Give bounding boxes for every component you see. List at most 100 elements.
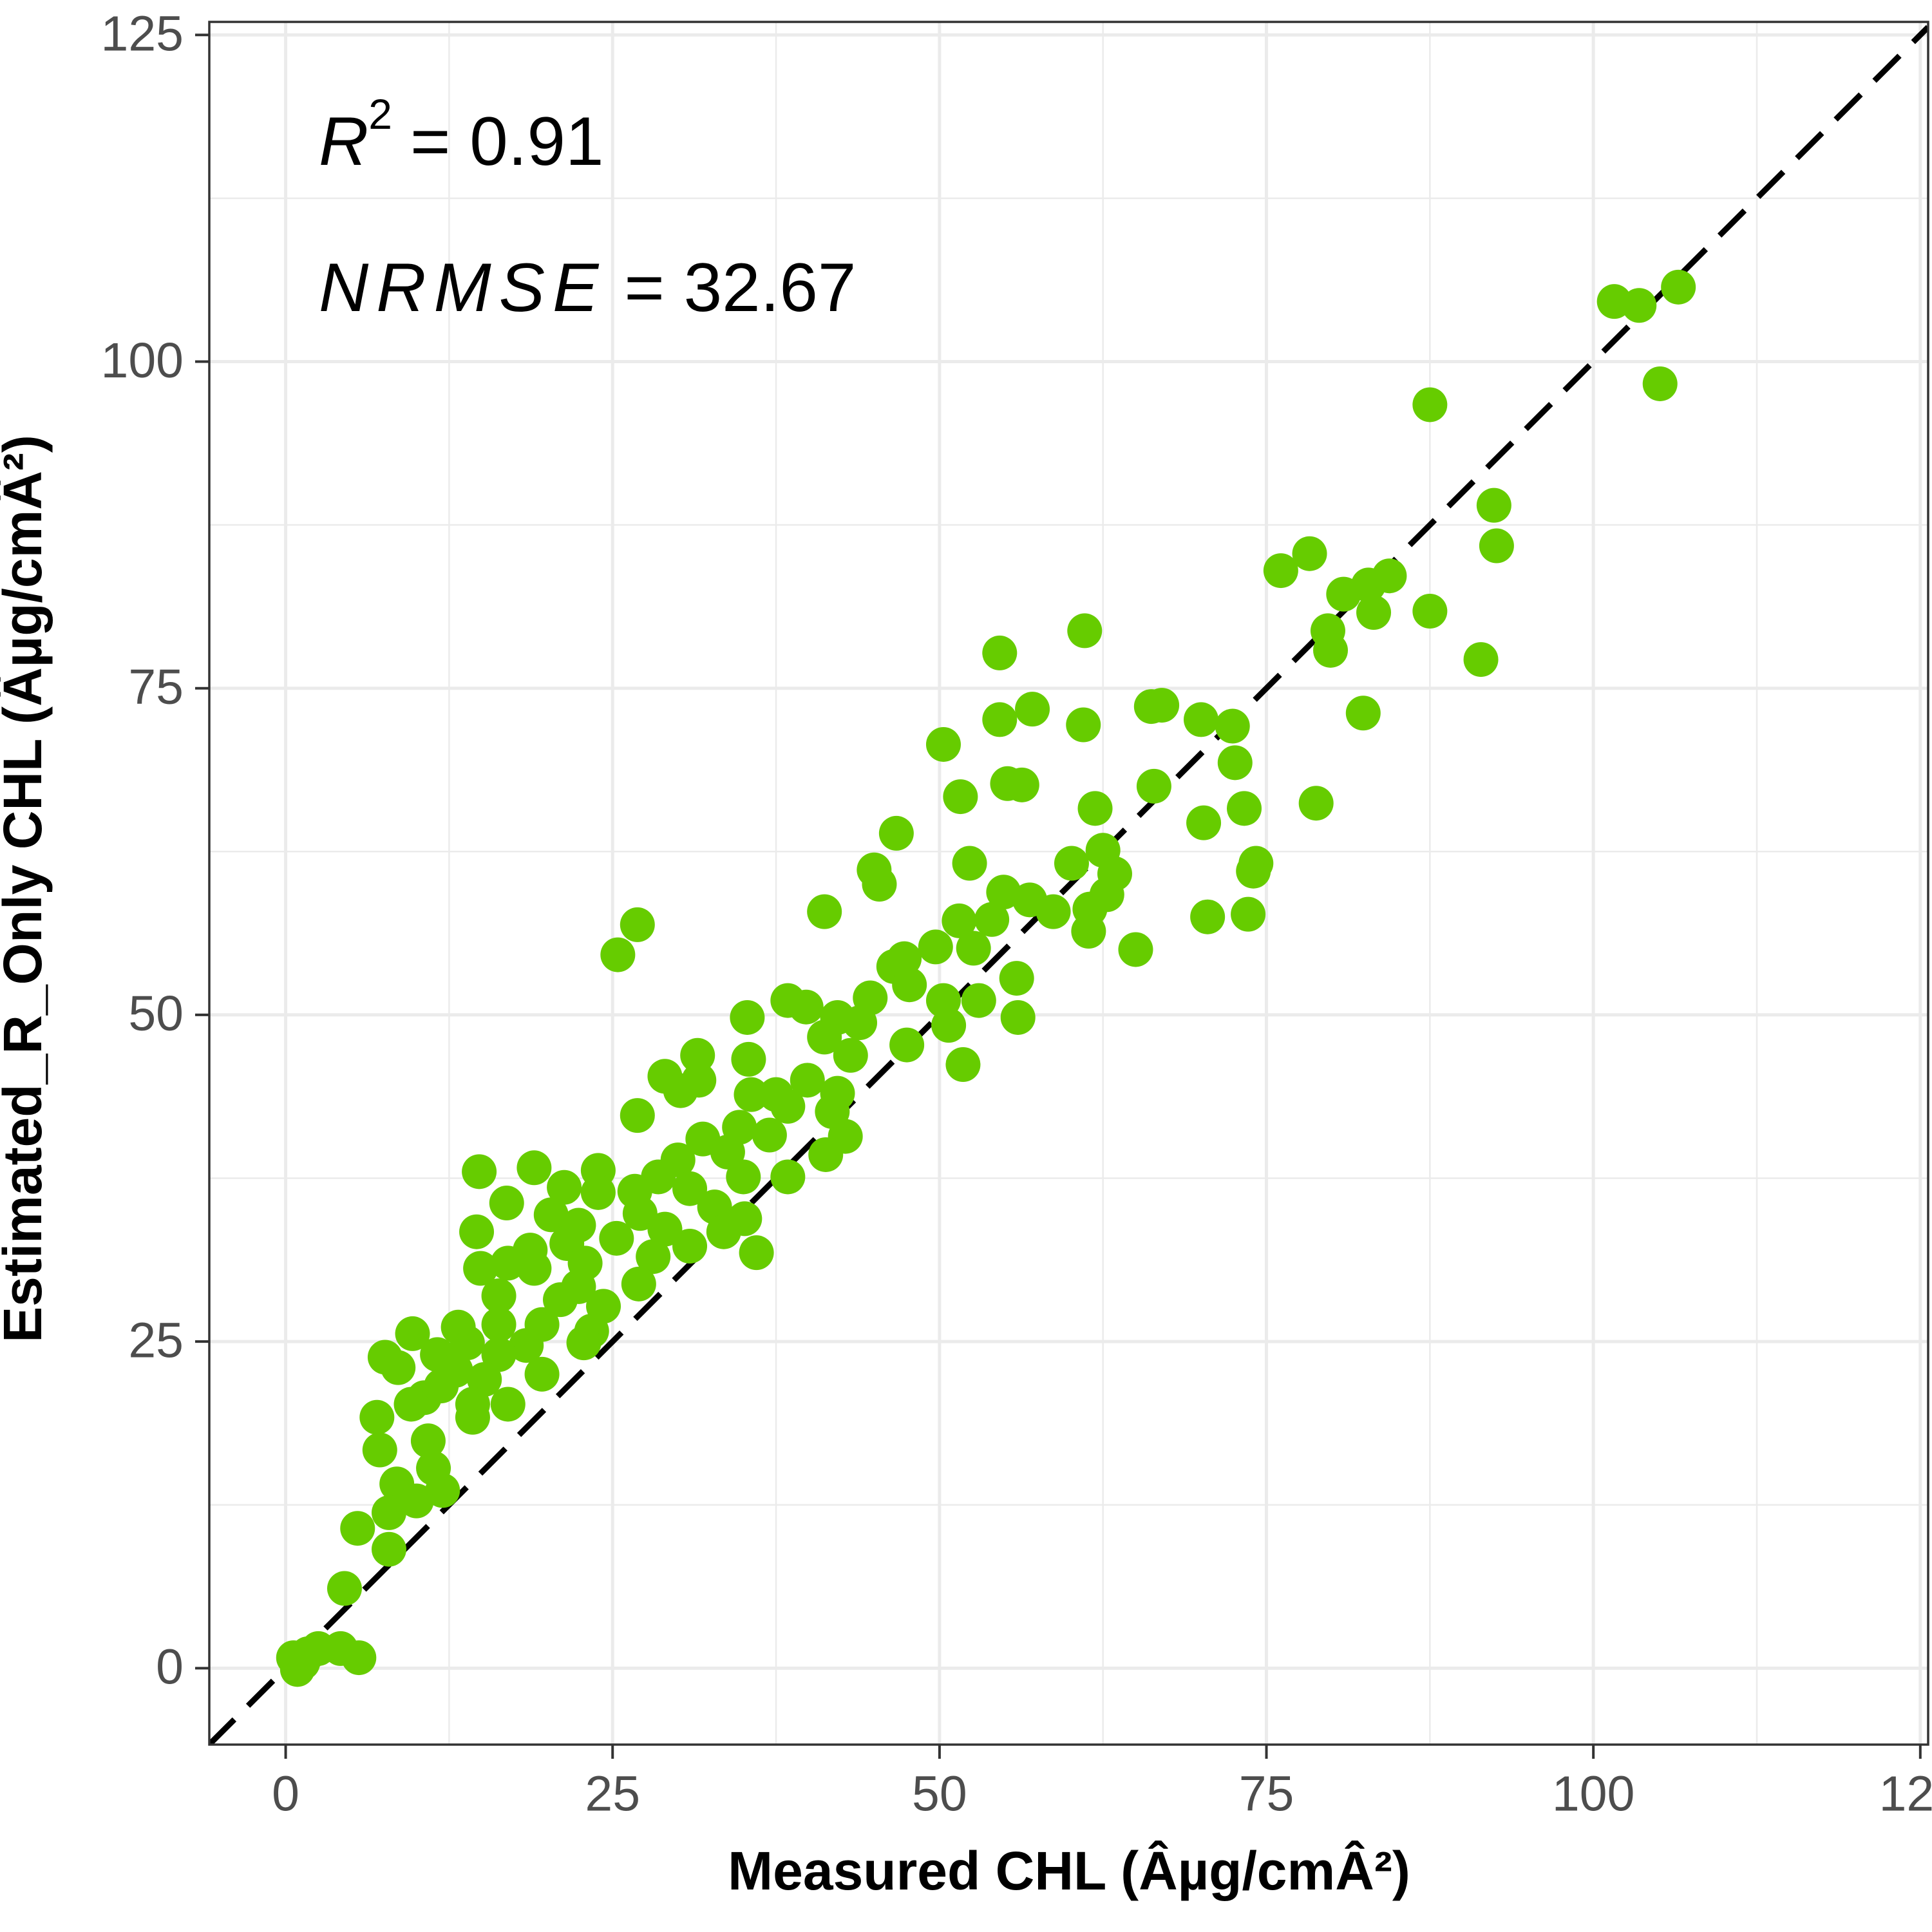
point xyxy=(372,1531,407,1567)
point xyxy=(450,1325,485,1361)
point xyxy=(663,1073,698,1108)
point xyxy=(425,1473,460,1508)
point xyxy=(770,1159,806,1195)
point xyxy=(341,1640,377,1676)
point xyxy=(600,937,636,972)
point xyxy=(1015,692,1050,727)
point xyxy=(463,1251,498,1286)
point xyxy=(1036,894,1071,929)
point xyxy=(952,846,987,881)
point xyxy=(974,902,1010,937)
point xyxy=(285,1645,320,1681)
y-tick-label: 50 xyxy=(128,986,184,1041)
point xyxy=(1263,553,1298,589)
point xyxy=(1186,805,1222,840)
point xyxy=(878,815,914,851)
point xyxy=(1412,593,1448,629)
plot-area xyxy=(209,24,1928,1745)
point xyxy=(533,1197,569,1233)
y-tick-label: 0 xyxy=(156,1640,184,1695)
point xyxy=(931,1008,967,1043)
x-tick-label: 100 xyxy=(1552,1766,1634,1821)
point xyxy=(726,1159,761,1195)
point xyxy=(327,1571,362,1606)
point xyxy=(739,1235,774,1271)
x-axis-title: Measured CHL (Âµg/cmÂ²) xyxy=(728,1841,1410,1901)
point xyxy=(1054,846,1089,881)
point xyxy=(1479,528,1514,564)
point xyxy=(862,867,897,902)
point xyxy=(621,1266,656,1302)
point xyxy=(1066,707,1101,743)
point xyxy=(1298,786,1334,821)
point xyxy=(1661,269,1696,305)
point xyxy=(1227,791,1262,826)
point xyxy=(706,1214,741,1249)
point xyxy=(381,1350,416,1385)
point xyxy=(1217,745,1253,781)
point xyxy=(489,1186,524,1221)
point xyxy=(734,1077,769,1112)
point xyxy=(399,1483,434,1519)
point xyxy=(372,1495,407,1530)
point xyxy=(982,635,1018,670)
point xyxy=(622,1196,658,1231)
x-tick-label: 50 xyxy=(912,1766,967,1821)
point xyxy=(842,1005,878,1041)
point xyxy=(672,1171,708,1206)
annotation-symbol: R xyxy=(319,102,368,180)
point xyxy=(1071,914,1106,949)
point xyxy=(790,1063,825,1098)
point xyxy=(490,1387,526,1422)
point xyxy=(462,1154,497,1189)
y-tick-label: 75 xyxy=(128,659,184,715)
point xyxy=(1231,896,1266,932)
panel-border xyxy=(208,21,1929,1746)
point xyxy=(1292,536,1327,571)
point xyxy=(770,1088,806,1124)
point xyxy=(524,1356,560,1392)
point xyxy=(1144,688,1180,723)
point xyxy=(986,875,1021,910)
point xyxy=(566,1325,601,1361)
point xyxy=(410,1423,446,1459)
point xyxy=(1412,387,1448,422)
point xyxy=(620,1098,655,1133)
point xyxy=(509,1328,544,1363)
point xyxy=(636,1239,671,1274)
point xyxy=(543,1282,578,1318)
point xyxy=(481,1278,516,1314)
point xyxy=(1136,768,1171,804)
point xyxy=(982,702,1018,737)
point xyxy=(1215,708,1250,744)
point xyxy=(807,1019,842,1055)
point xyxy=(1356,595,1392,630)
point xyxy=(752,1117,787,1153)
point xyxy=(516,1150,552,1186)
point xyxy=(730,999,765,1035)
point xyxy=(1190,899,1226,934)
y-tick-label: 125 xyxy=(101,6,184,62)
annotation-text: = 0.91 xyxy=(410,102,603,180)
point xyxy=(516,1251,552,1286)
point xyxy=(942,903,977,938)
annotation-symbol: NRMSE xyxy=(319,249,606,326)
point xyxy=(490,1245,526,1281)
point xyxy=(1463,642,1499,677)
point xyxy=(599,1220,634,1256)
y-axis-title: Estimated_R_Only CHL (Âµg/cmÂ²) xyxy=(0,435,53,1343)
point xyxy=(710,1134,745,1170)
x-tick-label: 0 xyxy=(272,1766,299,1821)
point xyxy=(1183,702,1218,737)
point xyxy=(340,1511,375,1546)
x-tick-label: 125 xyxy=(1879,1766,1932,1821)
point xyxy=(788,989,824,1025)
axes: 0 25 50 75 100 125 0 25 50 75 100 125 xyxy=(101,6,1932,1822)
x-tick-label: 75 xyxy=(1239,1766,1294,1821)
point xyxy=(680,1037,715,1073)
point xyxy=(620,907,655,942)
reference-line xyxy=(209,24,1928,1745)
x-tick-label: 25 xyxy=(585,1766,640,1821)
y-tick-label: 100 xyxy=(101,333,184,388)
